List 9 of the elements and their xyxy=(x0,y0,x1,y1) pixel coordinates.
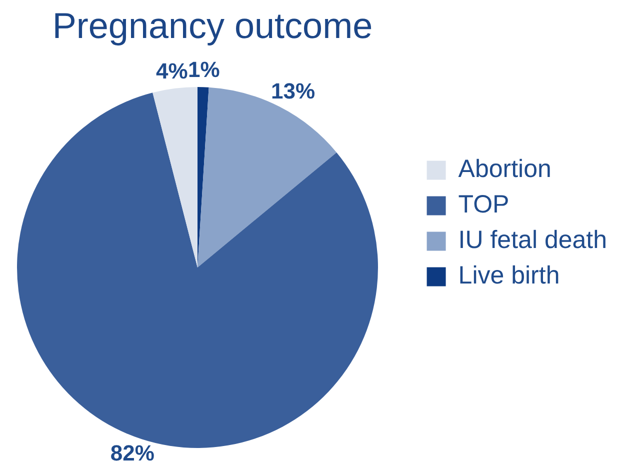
legend-label: TOP xyxy=(458,190,510,219)
data-label: 82% xyxy=(110,440,154,466)
legend-label: Abortion xyxy=(458,155,552,184)
data-label: 1% xyxy=(188,57,220,82)
legend-label: IU fetal death xyxy=(458,226,608,254)
legend-label: Live birth xyxy=(458,262,560,290)
data-label: 13% xyxy=(271,78,316,104)
data-label: 4% xyxy=(156,58,188,84)
chart-title: Pregnancy outcome xyxy=(51,5,374,46)
